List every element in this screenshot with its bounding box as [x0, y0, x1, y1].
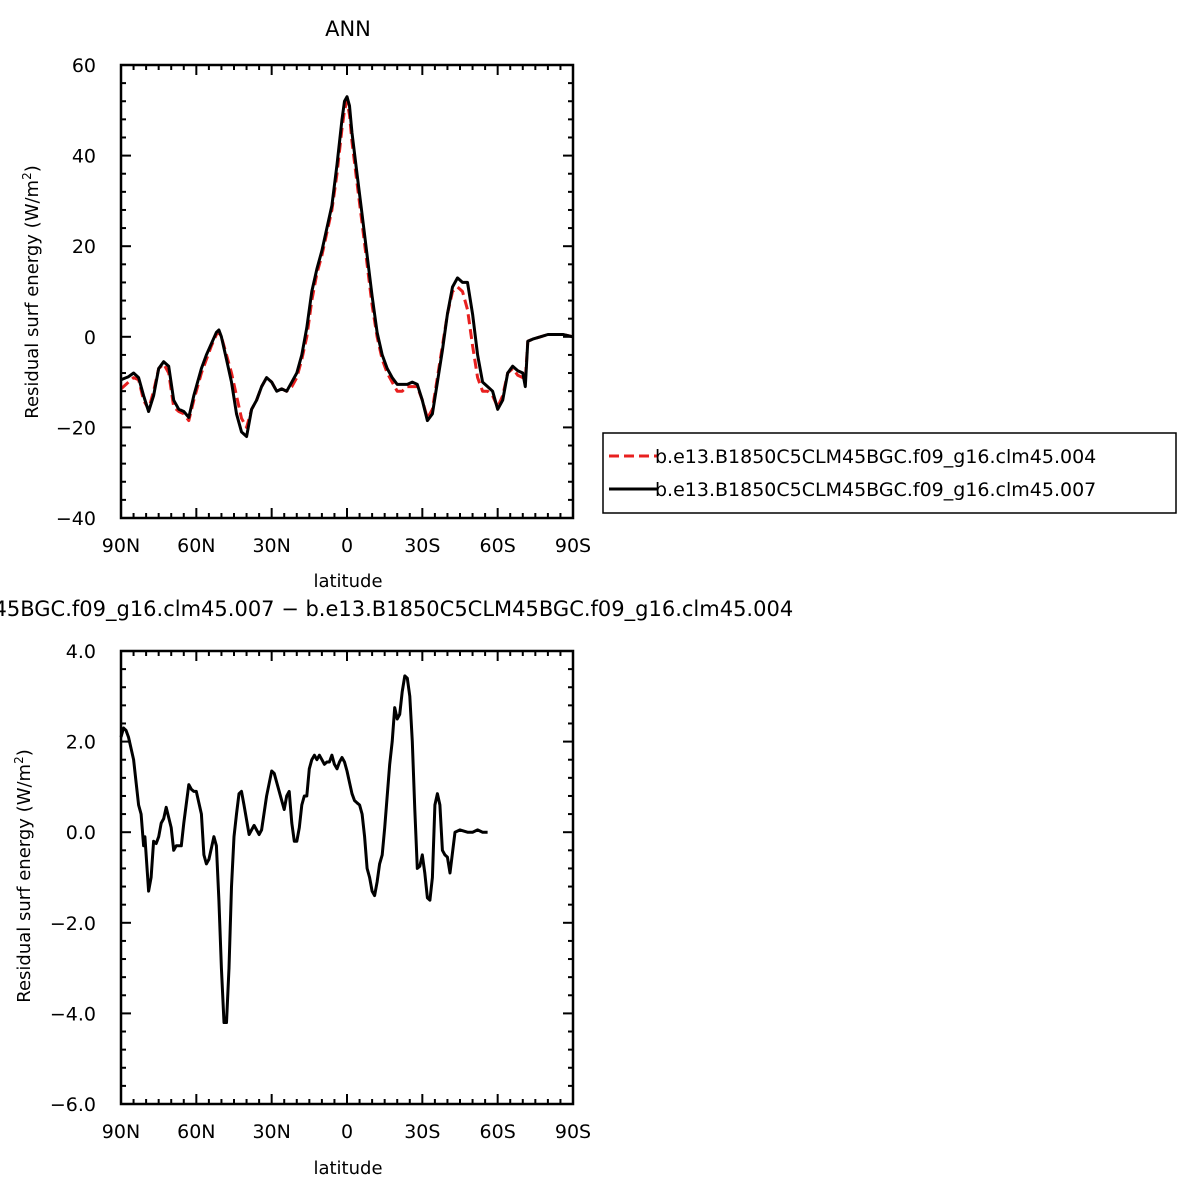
x-tick-label: 60N [177, 1121, 215, 1143]
plot-frame [119, 63, 575, 520]
x-tick-label: 30N [252, 1121, 290, 1143]
legend: b.e13.B1850C5CLM45BGC.f09_g16.clm45.004 … [602, 432, 1177, 514]
y-tick-label: −20 [56, 417, 96, 439]
y-tick-label: 0.0 [66, 822, 96, 844]
x-axis-title: latitude [313, 1158, 382, 1179]
y-tick-label: 2.0 [66, 732, 96, 754]
x-tick-label: 90N [102, 1121, 140, 1143]
y-tick-label: 40 [72, 146, 96, 168]
x-tick-label: 60S [480, 535, 516, 557]
y-tick-label: 0 [84, 327, 96, 349]
legend-label-004: b.e13.B1850C5CLM45BGC.f09_g16.clm45.004 [655, 446, 1096, 468]
x-tick-label: 30S [404, 1121, 440, 1143]
series-line-1 [119, 674, 488, 1024]
x-tick-label: 30S [404, 535, 440, 557]
x-tick-label: 90S [555, 1121, 591, 1143]
x-tick-label: 90N [102, 535, 140, 557]
x-tick-label: 30N [252, 535, 290, 557]
bottom-panel: b.e13.B1850C5CLM45BGC.f09_g16.clm45.007 … [0, 597, 793, 1179]
x-tick-label: 0 [341, 1121, 353, 1143]
y-tick-label: 60 [72, 55, 96, 77]
x-tick-label: 60N [177, 535, 215, 557]
y-axis-title: Residual surf energy (W/m2) [20, 165, 43, 419]
plot-frame [119, 649, 575, 1106]
series-line-2 [120, 95, 574, 438]
x-axis-title: latitude [313, 571, 382, 592]
y-tick-label: −6.0 [50, 1094, 96, 1116]
y-axis-title: Residual surf energy (W/m2) [12, 749, 35, 1003]
legend-label-007: b.e13.B1850C5CLM45BGC.f09_g16.clm45.007 [655, 479, 1096, 501]
y-tick-label: −4.0 [50, 1003, 96, 1025]
chart-title: ANN [325, 17, 371, 41]
x-tick-label: 0 [341, 535, 353, 557]
y-tick-label: 4.0 [66, 641, 96, 663]
x-tick-label: 60S [480, 1121, 516, 1143]
y-tick-label: −40 [56, 508, 96, 530]
legend-box [602, 432, 1177, 514]
top-panel: ANN 90N 60N 30N 0 30S 60S 90S −40 −20 0 20 40 60 lat… [20, 17, 591, 592]
y-tick-label: −2.0 [50, 913, 96, 935]
x-tick-label: 90S [555, 535, 591, 557]
y-tick-label: 20 [72, 236, 96, 258]
difference-title: b.e13.B1850C5CLM45BGC.f09_g16.clm45.007 … [0, 597, 793, 622]
